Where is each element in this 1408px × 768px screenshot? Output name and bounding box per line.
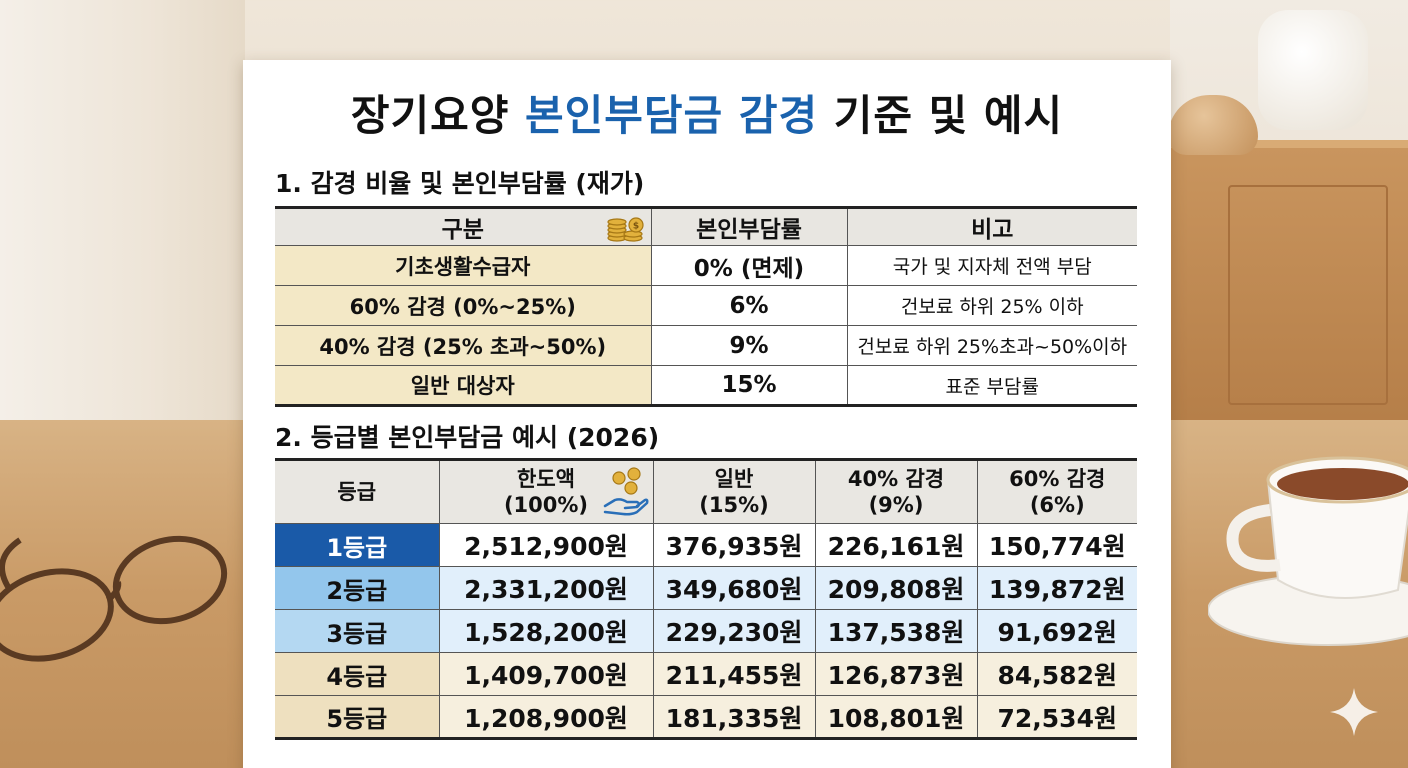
limit-cell: 1,528,200원	[438, 609, 654, 653]
background-wall-left	[0, 0, 245, 430]
limit-cell: 1,208,900원	[438, 695, 654, 739]
header-note: 비고	[846, 207, 1137, 246]
table-row: 2등급 2,331,200원 349,680원 209,808원 139,872…	[275, 566, 1137, 610]
table-row: 40% 감경 (25% 초과~50%) 9% 건보료 하위 25%초과~50%이…	[275, 325, 1137, 366]
header-reduce60: 60% 감경 (6%)	[976, 459, 1137, 524]
row-rate: 15%	[650, 365, 848, 406]
reduce40-cell: 126,873원	[814, 652, 978, 696]
general-cell: 229,230원	[652, 609, 816, 653]
header-reduce40: 40% 감경 (9%)	[814, 459, 978, 524]
eyeglasses-icon	[0, 535, 228, 662]
header-grade: 등급	[275, 459, 440, 524]
reduce60-cell: 84,582원	[976, 652, 1137, 696]
background-cabinet	[1170, 140, 1408, 430]
title-suffix: 기준 및 예시	[833, 91, 1064, 140]
header-general-line2: (15%)	[699, 493, 769, 517]
general-cell: 211,455원	[652, 652, 816, 696]
row-rate: 9%	[650, 325, 848, 366]
header-category: 구분 $	[275, 207, 652, 246]
page-title: 장기요양 본인부담금 감경 기준 및 예시	[243, 82, 1171, 143]
table-row: 60% 감경 (0%~25%) 6% 건보료 하위 25% 이하	[275, 285, 1137, 326]
general-cell: 349,680원	[652, 566, 816, 610]
grade-cell: 2등급	[275, 566, 440, 610]
table-header-row: 등급 한도액 (100%) 일반 (1	[275, 459, 1137, 524]
general-cell: 376,935원	[652, 523, 816, 567]
background-vase	[1168, 95, 1258, 155]
reduce60-cell: 150,774원	[976, 523, 1137, 567]
header-limit-line2: (100%)	[503, 493, 589, 517]
table-row: 3등급 1,528,200원 229,230원 137,538원 91,692원	[275, 609, 1137, 653]
limit-cell: 1,409,700원	[438, 652, 654, 696]
reduce60-cell: 72,534원	[976, 695, 1137, 739]
background-jar	[1258, 10, 1368, 130]
grade-cell: 4등급	[275, 652, 440, 696]
table-row: 1등급 2,512,900원 376,935원 226,161원 150,774…	[275, 523, 1137, 567]
header-general: 일반 (15%)	[652, 459, 816, 524]
section1-heading: 1. 감경 비율 및 본인부담률 (재가)	[275, 169, 645, 198]
row-category: 60% 감경 (0%~25%)	[275, 285, 652, 326]
reduce40-cell: 137,538원	[814, 609, 978, 653]
header-limit-line1: 한도액	[517, 467, 575, 491]
reduce40-cell: 209,808원	[814, 566, 978, 610]
title-accent: 본인부담금 감경	[525, 91, 819, 140]
document-paper: 장기요양 본인부담금 감경 기준 및 예시 1. 감경 비율 및 본인부담률 (…	[243, 60, 1171, 768]
table-row: 4등급 1,409,700원 211,455원 126,873원 84,582원	[275, 652, 1137, 696]
table-row: 기초생활수급자 0% (면제) 국가 및 지자체 전액 부담	[275, 245, 1137, 286]
limit-cell: 2,512,900원	[438, 523, 654, 567]
header-category-label: 구분	[441, 217, 484, 243]
grade-copay-table: 등급 한도액 (100%) 일반 (1	[275, 458, 1137, 740]
row-category: 일반 대상자	[275, 365, 652, 406]
limit-cell: 2,331,200원	[438, 566, 654, 610]
reduce40-cell: 226,161원	[814, 523, 978, 567]
row-note: 표준 부담률	[846, 365, 1137, 406]
table-header-row: 구분 $	[275, 207, 1137, 246]
header-reduce40-line1: 40% 감경	[847, 467, 945, 491]
header-rate: 본인부담률	[650, 207, 848, 246]
header-limit: 한도액 (100%)	[438, 459, 654, 524]
reduce60-cell: 139,872원	[976, 566, 1137, 610]
reduction-rate-table: 구분 $	[275, 206, 1137, 407]
general-cell: 181,335원	[652, 695, 816, 739]
row-note: 건보료 하위 25% 이하	[846, 285, 1137, 326]
grade-cell: 5등급	[275, 695, 440, 739]
row-category: 기초생활수급자	[275, 245, 652, 286]
header-reduce60-line1: 60% 감경	[1009, 467, 1106, 491]
teacup-icon	[1208, 456, 1408, 646]
reduce40-cell: 108,801원	[814, 695, 978, 739]
row-rate: 0% (면제)	[650, 245, 848, 286]
svg-text:$: $	[632, 222, 638, 232]
background-cabinet-door	[1228, 185, 1388, 405]
row-note: 국가 및 지자체 전액 부담	[846, 245, 1137, 286]
header-reduce60-line2: (6%)	[1029, 493, 1085, 517]
title-prefix: 장기요양	[350, 91, 510, 140]
header-reduce40-line2: (9%)	[868, 493, 924, 517]
table-row: 5등급 1,208,900원 181,335원 108,801원 72,534원	[275, 695, 1137, 739]
section2-heading: 2. 등급별 본인부담금 예시 (2026)	[275, 423, 660, 452]
grade-cell: 1등급	[275, 523, 440, 567]
row-note: 건보료 하위 25%초과~50%이하	[846, 325, 1137, 366]
reduce60-cell: 91,692원	[976, 609, 1137, 653]
grade-cell: 3등급	[275, 609, 440, 653]
row-rate: 6%	[650, 285, 848, 326]
header-general-line1: 일반	[714, 467, 754, 491]
hand-coins-icon	[603, 467, 648, 516]
sparkle-icon	[1330, 688, 1378, 736]
row-category: 40% 감경 (25% 초과~50%)	[275, 325, 652, 366]
table-row: 일반 대상자 15% 표준 부담률	[275, 365, 1137, 406]
coin-stack-icon: $	[606, 217, 644, 242]
